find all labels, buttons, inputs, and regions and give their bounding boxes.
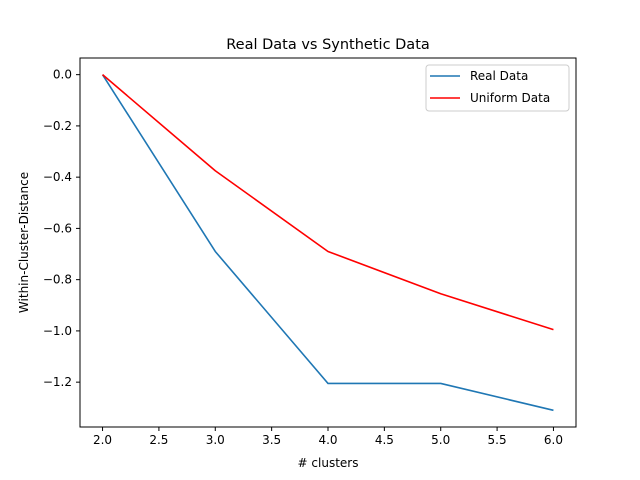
chart-title: Real Data vs Synthetic Data [226,37,430,53]
x-tick-label: 6.0 [544,433,563,447]
series-line-uniform-data [102,74,554,331]
y-axis-label: Within-Cluster-Distance [17,172,31,313]
y-tick-label: −0.8 [43,273,72,287]
x-axis-ticks: 2.0 2.5 3.0 3.5 4.0 4.5 5.0 5.5 6.0 [93,427,563,447]
x-tick-label: 2.5 [149,433,168,447]
y-tick-label: −1.2 [43,375,72,389]
y-tick-label: −0.4 [43,170,72,184]
legend-label-real-data: Real Data [470,69,528,83]
y-tick-label: 0.0 [53,68,72,82]
x-tick-label: 5.5 [488,433,507,447]
x-tick-label: 4.5 [375,433,394,447]
y-tick-label: −0.2 [43,119,72,133]
x-tick-label: 3.5 [262,433,281,447]
x-tick-label: 3.0 [206,433,225,447]
legend: Real Data Uniform Data [425,64,570,112]
x-axis-label: # clusters [298,456,359,470]
y-axis-ticks: 0.0 −0.2 −0.4 −0.6 −0.8 −1.0 −1.2 [43,68,80,389]
series-line-real-data [101,74,554,412]
x-tick-label: 2.0 [93,433,112,447]
y-tick-label: −1.0 [43,324,72,338]
legend-box [425,64,570,112]
legend-label-uniform-data: Uniform Data [470,91,550,105]
x-tick-label: 4.0 [318,433,337,447]
series-layer [101,74,554,412]
x-tick-label: 5.0 [431,433,450,447]
y-tick-label: −0.6 [43,221,72,235]
